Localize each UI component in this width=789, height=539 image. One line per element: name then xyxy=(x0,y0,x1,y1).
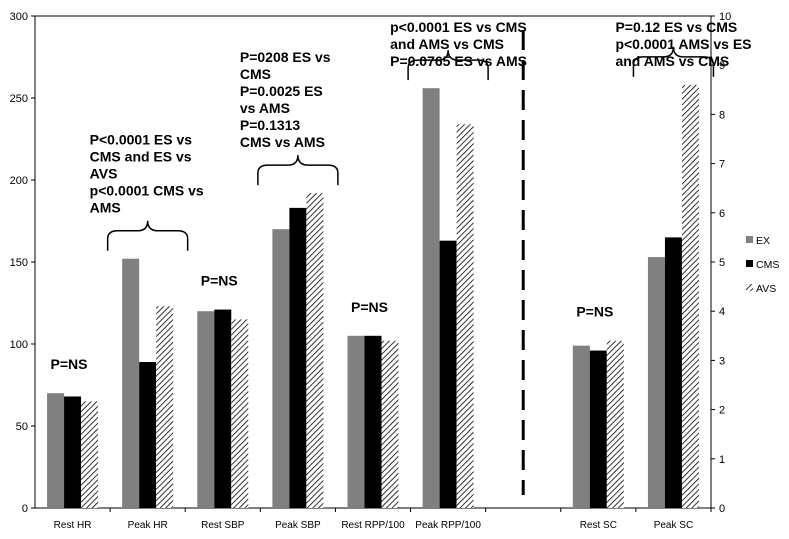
bar-cms xyxy=(64,396,82,508)
x-category-label: Rest SC xyxy=(580,520,617,531)
annotation-line: P=0208 ES vs xyxy=(240,49,331,65)
annotation-line: CMS vs AMS xyxy=(240,134,325,150)
bars xyxy=(47,84,699,509)
bar-cms xyxy=(364,335,382,508)
bar-ex xyxy=(647,257,665,508)
bar-ex xyxy=(47,393,65,508)
right-tick-label: 0 xyxy=(719,503,725,515)
bar-cms xyxy=(589,350,607,508)
bracket xyxy=(407,50,489,81)
bar-ex xyxy=(422,88,440,508)
bar-avs xyxy=(81,401,99,508)
annotation-line: and AMS vs CMS xyxy=(390,36,504,52)
bar-avs xyxy=(681,84,699,508)
left-tick-label: 200 xyxy=(10,175,28,187)
right-tick-label: 6 xyxy=(719,208,725,220)
legend-swatch xyxy=(746,260,753,267)
annotation-line: P=0.12 ES vs CMS xyxy=(615,19,737,35)
legend-label: CMS xyxy=(756,259,779,271)
annotation-line: P=NS xyxy=(51,356,88,372)
annotation-line: CMS and ES vs xyxy=(90,149,192,165)
bracket xyxy=(106,220,189,251)
annotation-line: p<0.0001 AMS vs ES xyxy=(615,36,751,52)
annotation-line: P=NS xyxy=(576,304,613,320)
bar-avs xyxy=(306,193,324,508)
annotation-line: P=0.0025 ES xyxy=(240,83,323,99)
x-category-label: Rest HR xyxy=(54,520,92,531)
legend-label: EX xyxy=(756,235,770,247)
bar-cms xyxy=(214,309,232,508)
bar-cms xyxy=(439,240,457,508)
left-tick-label: 250 xyxy=(10,93,28,105)
annotation-line: AMS xyxy=(90,200,121,216)
bar-ex xyxy=(197,311,215,508)
bar-avs xyxy=(381,340,399,508)
legend: EX CMS AVS xyxy=(746,235,779,295)
x-category-label: Peak SBP xyxy=(275,520,321,531)
x-category-label: Peak HR xyxy=(128,520,168,531)
bar-ex xyxy=(122,258,140,508)
right-tick-label: 3 xyxy=(719,355,725,367)
annotation-line: CMS xyxy=(240,66,271,82)
right-tick-label: 4 xyxy=(719,306,725,318)
legend-label: AVS xyxy=(756,283,776,295)
bar-avs xyxy=(606,340,624,508)
left-tick-label: 300 xyxy=(10,11,28,23)
legend-swatch xyxy=(746,236,753,243)
annotation-line: p<0.0001 CMS vs xyxy=(90,183,204,199)
bracket xyxy=(257,155,339,186)
bar-ex xyxy=(572,345,590,508)
right-tick-label: 8 xyxy=(719,109,725,121)
right-tick-label: 7 xyxy=(719,159,725,171)
right-tick-label: 5 xyxy=(719,257,725,269)
legend-swatch xyxy=(746,284,753,291)
bar-ex xyxy=(272,229,290,508)
left-tick-label: 50 xyxy=(16,421,28,433)
annotation-line: P=0.0765 ES vs AMS xyxy=(390,53,527,69)
annotation-line: P=NS xyxy=(201,273,238,289)
bar-cms xyxy=(139,362,157,508)
annotation-line: and AMS vs CMS xyxy=(615,53,729,69)
bar-ex xyxy=(347,335,365,508)
bar-avs xyxy=(456,124,474,509)
annotation-line: P=0.1313 xyxy=(240,117,301,133)
right-tick-label: 2 xyxy=(719,405,725,417)
left-tick-label: 0 xyxy=(22,503,28,515)
bar-avs xyxy=(231,319,249,508)
annotation-line: P<0.0001 ES vs xyxy=(90,132,193,148)
annotation-line: p<0.0001 ES vs CMS xyxy=(390,19,527,35)
bracket xyxy=(632,46,715,77)
x-category-label: Peak RPP/100 xyxy=(415,520,481,531)
x-category-label: Rest RPP/100 xyxy=(341,520,405,531)
right-tick-label: 10 xyxy=(719,11,731,23)
x-category-label: Rest SBP xyxy=(201,520,245,531)
x-category-label: Peak SC xyxy=(654,520,693,531)
left-tick-label: 100 xyxy=(10,339,28,351)
bar-cms xyxy=(664,237,682,508)
bar-avs xyxy=(156,306,174,508)
annotation-line: P=NS xyxy=(351,299,388,315)
annotation-line: vs AMS xyxy=(240,100,290,116)
bar-cms xyxy=(289,207,307,508)
left-tick-label: 150 xyxy=(10,257,28,269)
right-tick-label: 1 xyxy=(719,454,725,466)
annotation-line: AVS xyxy=(90,166,118,182)
right-tick-label: 9 xyxy=(719,60,725,72)
